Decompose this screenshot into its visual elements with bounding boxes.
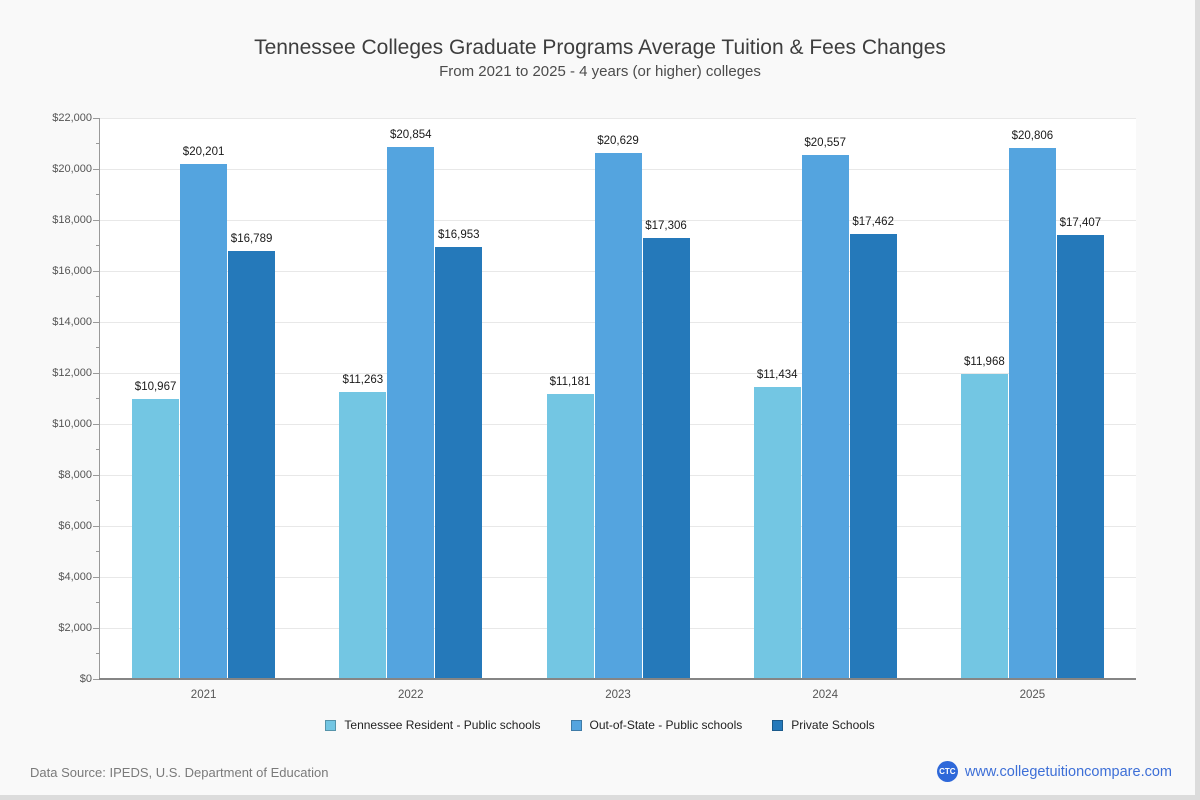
y-axis-major-tick [93,168,100,170]
bar-value-label: $11,968 [964,355,1005,368]
legend-label: Private Schools [791,718,875,732]
y-axis-major-tick [93,321,100,323]
bar-value-label: $11,434 [756,369,798,382]
bar-value-label: $20,557 [804,136,846,149]
bar-2021-series-2 [228,250,276,679]
bar-value-label: $17,462 [852,215,894,228]
chart-legend: Tennessee Resident - Public schools Out-o… [0,718,1200,732]
y-axis-label: $14,000 [52,316,92,328]
legend-item-2[interactable]: Private Schools [772,718,875,732]
bar-value-label: $16,953 [438,228,480,241]
y-axis-label: $16,000 [52,265,92,277]
page-edge-bottom [0,795,1200,800]
y-axis-major-tick [93,525,100,527]
y-axis-label: $6,000 [58,520,92,532]
y-axis-major-tick [93,117,100,119]
chart-subtitle: From 2021 to 2025 - 4 years (or higher) … [439,63,761,80]
website-link[interactable]: www.collegetuitioncompare.com [964,763,1172,780]
ctc-logo-icon: CTC [936,761,958,782]
y-axis-major-tick [93,219,100,221]
x-axis-label: 2024 [812,689,838,701]
legend-swatch-icon [772,719,784,731]
legend-item-1[interactable]: Out-of-State - Public schools [570,718,743,732]
legend-item-0[interactable]: Tennessee Resident - Public schools [325,718,541,732]
bar-2022-series-2 [435,246,483,679]
y-axis-label: $20,000 [52,163,92,175]
legend-label: Tennessee Resident - Public schools [344,718,541,732]
bar-2023-series-0 [546,393,594,679]
bar-2024-series-1 [801,154,849,679]
y-axis-major-tick [93,576,100,578]
y-axis-major-tick [93,678,100,680]
bar-value-label: $10,967 [134,381,177,394]
bar-value-label: $17,306 [645,219,687,232]
x-axis-label: 2023 [605,689,631,701]
bar-2024-series-0 [753,387,801,679]
y-axis-minor-tick [96,449,100,450]
x-axis-label: 2025 [1019,689,1046,701]
bar-2025-series-0 [960,373,1008,679]
y-axis-major-tick [93,423,100,425]
bar-value-label: $20,854 [390,129,432,142]
bar-value-label: $11,263 [342,373,384,386]
y-axis-label: $0 [79,673,92,685]
y-axis-major-tick [93,474,100,476]
x-axis-label: 2021 [190,689,217,701]
bar-2022-series-0 [339,391,387,679]
y-axis-minor-tick [96,143,100,144]
y-axis-minor-tick [96,347,100,348]
y-axis-major-tick [93,627,100,629]
bar-value-label: $16,789 [230,232,273,245]
bar-2025-series-1 [1008,148,1056,679]
y-axis-label: $18,000 [52,214,92,226]
bar-value-label: $20,629 [597,134,639,147]
bar-2021-series-1 [180,163,228,679]
y-axis-minor-tick [96,245,100,246]
y-axis-label: $10,000 [52,418,92,430]
gridline [100,117,1136,119]
brand-footer: CTC www.collegetuitioncompare.com [936,761,1172,782]
y-axis-minor-tick [96,551,100,552]
y-axis-minor-tick [96,398,100,399]
legend-label: Out-of-State - Public schools [589,718,743,732]
bar-2025-series-2 [1056,235,1104,679]
bar-2022-series-1 [387,147,435,679]
y-axis-major-tick [93,270,100,272]
chart-title: Tennessee Colleges Graduate Programs Ave… [254,36,946,59]
page-edge-right [1195,0,1200,800]
bar-value-label: $11,181 [549,375,591,388]
y-axis-minor-tick [96,653,100,654]
y-axis-label: $2,000 [58,622,92,634]
y-axis-label: $22,000 [52,112,92,124]
bar-2023-series-2 [642,237,690,679]
x-axis-line [99,678,1136,680]
y-axis-minor-tick [96,194,100,195]
bar-2024-series-2 [849,233,897,679]
y-axis-major-tick [93,372,100,374]
y-axis-minor-tick [96,602,100,603]
y-axis-label: $8,000 [58,469,92,481]
legend-swatch-icon [325,719,337,731]
y-axis-label: $12,000 [52,367,92,379]
legend-swatch-icon [570,719,582,731]
bar-value-label: $20,201 [182,145,225,158]
bar-value-label: $17,407 [1059,217,1102,230]
y-axis-label: $4,000 [58,571,92,583]
data-source-note: Data Source: IPEDS, U.S. Department of E… [30,765,329,780]
bar-2023-series-1 [594,152,642,679]
x-axis-label: 2022 [398,689,424,701]
bar-value-label: $20,806 [1011,130,1054,143]
bar-2021-series-0 [132,399,180,679]
y-axis-minor-tick [96,296,100,297]
y-axis-minor-tick [96,500,100,501]
y-axis-line [99,118,100,680]
